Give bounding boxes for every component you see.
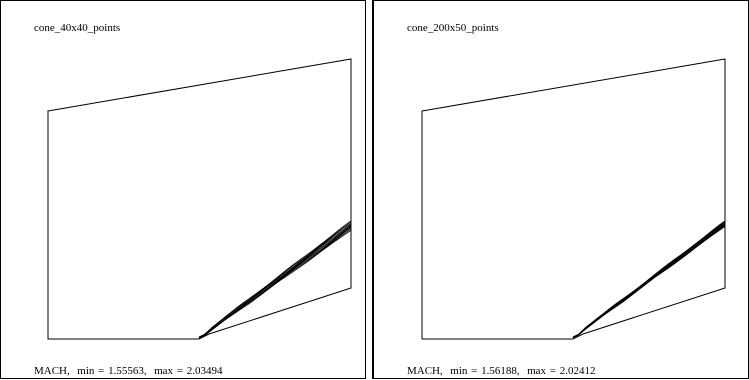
mach-contours-left [198,220,352,339]
panel-title: cone_200x50_points [407,22,499,34]
plot-panel-right: cone_200x50_points MACH, min = 1.56188, … [373,0,749,379]
domain-boundary [47,58,352,340]
mach-contour-line [198,229,352,339]
panel-caption: MACH, min = 1.55563, max = 2.03494 [34,365,223,377]
domain-plot-right [421,58,726,340]
mach-contours-right [572,220,726,339]
mach-contour-line [198,224,352,338]
panel-caption: MACH, min = 1.56188, max = 2.02412 [407,365,596,377]
mach-contour-line [572,223,726,338]
mach-contour-line [198,223,352,338]
min-value: min = 1.55563, [77,365,147,377]
mach-contour-line [572,222,726,338]
domain-boundary [421,58,726,340]
max-value: max = 2.02412 [527,365,596,377]
domain-plot-left [47,58,352,340]
variable-label: MACH, [407,365,443,377]
max-value: max = 2.03494 [154,365,223,377]
mach-contour-line [572,222,726,338]
panel-title: cone_40x40_points [34,22,121,34]
min-value: min = 1.56188, [450,365,520,377]
plot-panel-left: cone_40x40_points MACH, min = 1.55563, m… [0,0,366,379]
mach-contour-line [572,226,726,339]
panel-divider [366,0,373,379]
variable-label: MACH, [34,365,70,377]
